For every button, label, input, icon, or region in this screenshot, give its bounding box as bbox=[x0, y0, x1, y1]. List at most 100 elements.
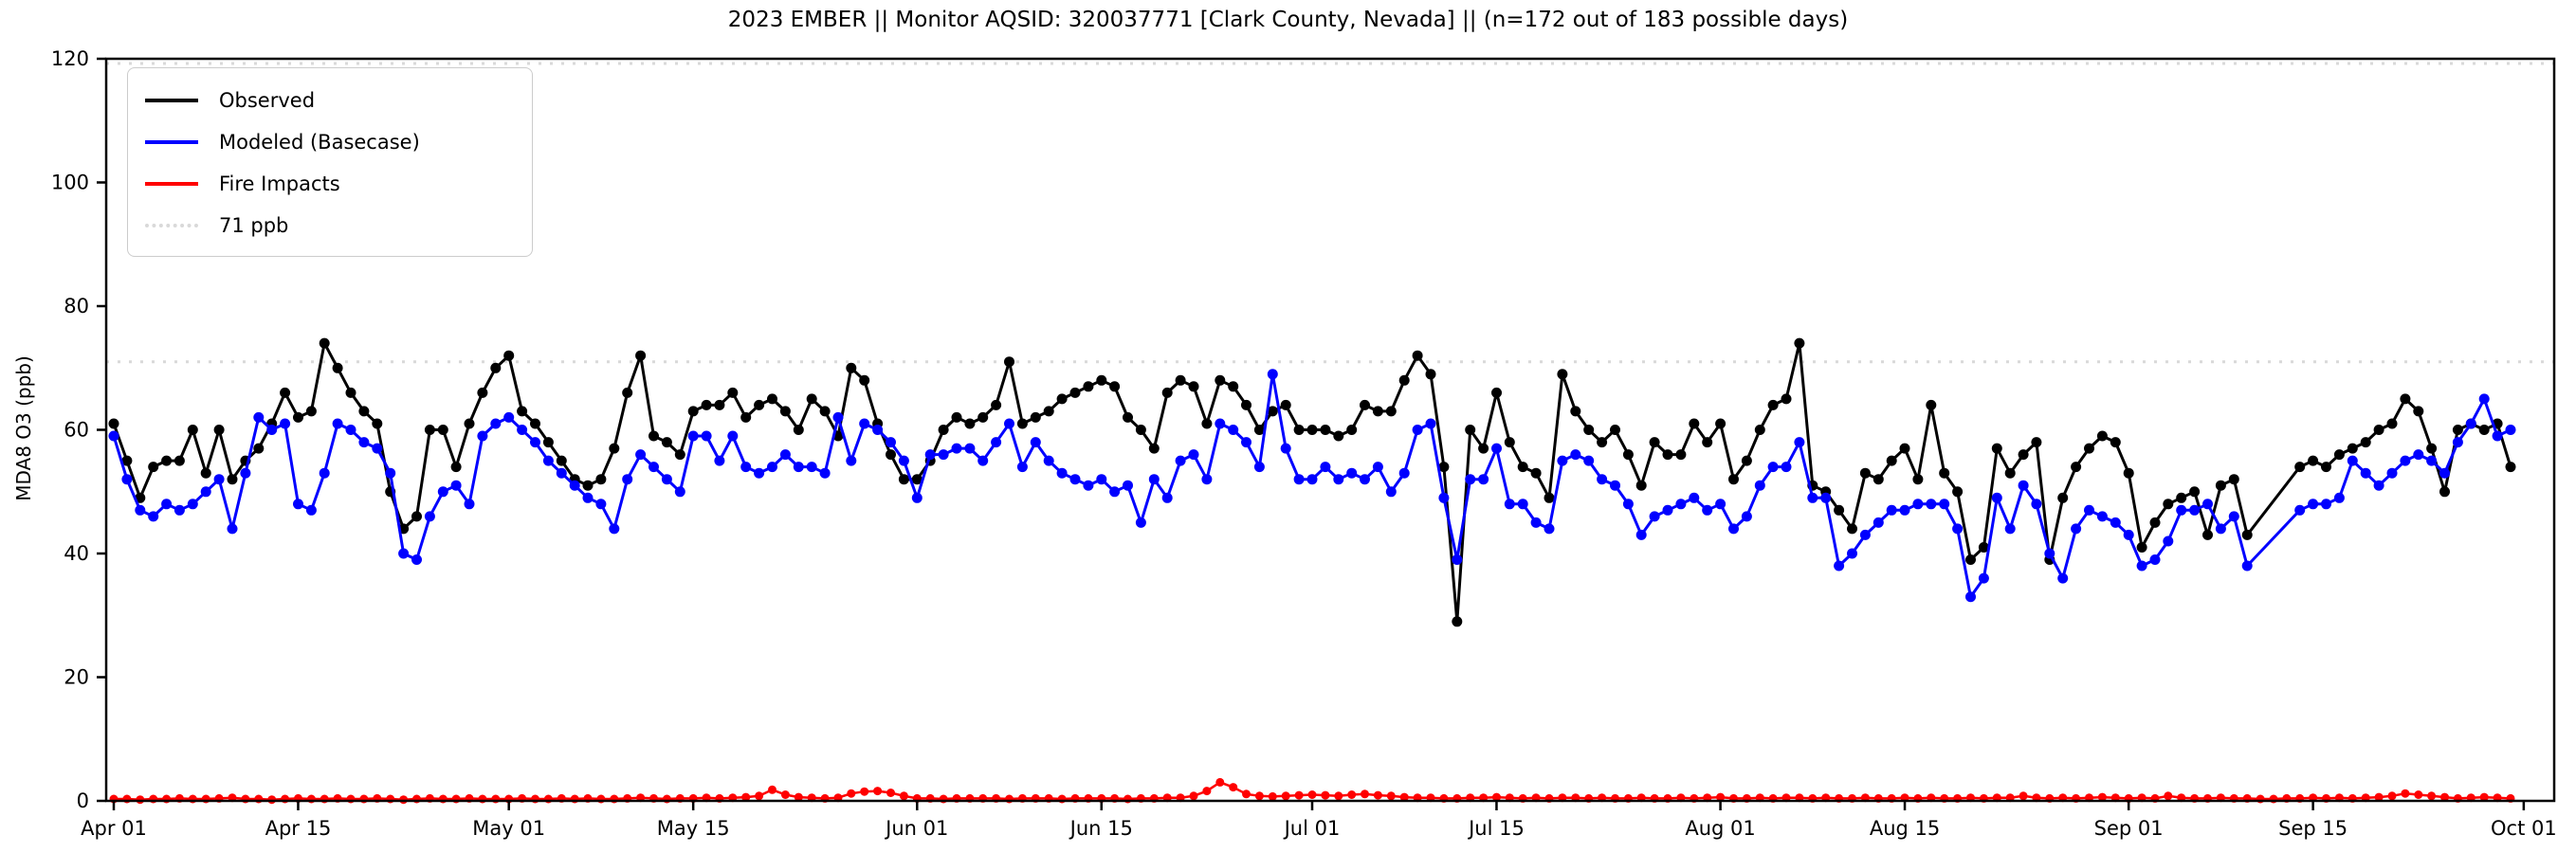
modeled-point bbox=[1043, 455, 1054, 466]
modeled-point bbox=[609, 523, 620, 535]
modeled-point bbox=[1965, 591, 1976, 603]
modeled-point bbox=[859, 418, 870, 429]
modeled-point bbox=[714, 455, 725, 466]
observed-point bbox=[148, 462, 159, 473]
modeled-point bbox=[2136, 560, 2147, 572]
observed-point bbox=[1385, 406, 1397, 417]
observed-point bbox=[1675, 449, 1687, 461]
modeled-point bbox=[2308, 499, 2319, 510]
modeled-point bbox=[1215, 418, 1226, 429]
fire-line-swatch-icon bbox=[145, 182, 198, 186]
fire-point bbox=[2019, 791, 2028, 801]
modeled-point bbox=[1398, 467, 1410, 479]
observed-point bbox=[358, 406, 370, 417]
observed-point bbox=[661, 437, 672, 448]
observed-point bbox=[898, 474, 909, 485]
modeled-point bbox=[767, 462, 777, 473]
modeled-point bbox=[2321, 499, 2331, 510]
observed-point bbox=[108, 418, 119, 429]
observed-point bbox=[1597, 437, 1608, 448]
x-tick-label: Jul 15 bbox=[1467, 817, 1525, 840]
y-tick-label: 0 bbox=[77, 789, 89, 812]
observed-point bbox=[1635, 480, 1647, 491]
modeled-point bbox=[266, 425, 278, 435]
fire-point bbox=[886, 789, 895, 797]
modeled-point bbox=[1781, 462, 1792, 473]
modeled-point bbox=[319, 467, 330, 479]
observed-point bbox=[1215, 374, 1226, 386]
modeled-point bbox=[595, 499, 607, 510]
observed-point bbox=[2308, 455, 2319, 466]
observed-point bbox=[2176, 492, 2187, 503]
modeled-point bbox=[253, 411, 265, 423]
modeled-point bbox=[806, 462, 817, 473]
modeled-point bbox=[1939, 499, 1950, 510]
observed-point bbox=[1465, 425, 1476, 435]
observed-point bbox=[1991, 443, 2002, 454]
observed-point bbox=[2057, 492, 2069, 503]
modeled-point bbox=[2110, 517, 2121, 528]
modeled-point bbox=[2215, 523, 2226, 535]
modeled-point bbox=[2294, 504, 2306, 516]
observed-point bbox=[1016, 418, 1028, 429]
modeled-point bbox=[1385, 486, 1397, 498]
modeled-point bbox=[517, 425, 528, 435]
observed-point bbox=[1504, 437, 1515, 448]
modeled-point bbox=[1280, 443, 1291, 454]
modeled-point bbox=[2004, 523, 2016, 535]
observed-point bbox=[2004, 467, 2016, 479]
modeled-point bbox=[2202, 499, 2213, 510]
modeled-point bbox=[1293, 474, 1305, 485]
observed-point bbox=[319, 337, 330, 349]
observed-point bbox=[1570, 406, 1581, 417]
observed-point bbox=[1056, 393, 1068, 405]
modeled-point bbox=[622, 474, 633, 485]
observed-point bbox=[1662, 449, 1673, 461]
modeled-point bbox=[1346, 467, 1358, 479]
modeled-point bbox=[437, 486, 448, 498]
observed-point bbox=[779, 406, 791, 417]
modeled-point bbox=[1333, 474, 1344, 485]
observed-point bbox=[1939, 467, 1950, 479]
legend-item-threshold: 71 ppb bbox=[128, 205, 532, 246]
modeled-point bbox=[635, 449, 647, 461]
modeled-point bbox=[991, 437, 1002, 448]
modeled-point bbox=[1767, 462, 1779, 473]
observed-point bbox=[1030, 411, 1041, 423]
modeled-point bbox=[649, 462, 659, 473]
modeled-point bbox=[1267, 369, 1278, 380]
modeled-point bbox=[938, 449, 949, 461]
fire-point bbox=[1281, 791, 1290, 801]
modeled-point bbox=[2228, 511, 2239, 522]
modeled-point bbox=[227, 523, 238, 535]
modeled-point bbox=[135, 504, 146, 516]
observed-point bbox=[1926, 399, 1937, 410]
legend-label-fire: Fire Impacts bbox=[219, 172, 340, 195]
modeled-point bbox=[530, 437, 540, 448]
modeled-point bbox=[450, 480, 462, 491]
modeled-point bbox=[1978, 572, 1989, 584]
observed-point bbox=[1412, 350, 1423, 361]
observed-point bbox=[754, 399, 765, 410]
modeled-point bbox=[2031, 499, 2042, 510]
modeled-point bbox=[740, 462, 752, 473]
observed-point bbox=[1161, 387, 1173, 398]
legend: Observed Modeled (Basecase) Fire Impacts… bbox=[127, 67, 533, 257]
observed-point bbox=[2110, 437, 2121, 448]
modeled-point bbox=[1702, 504, 1713, 516]
modeled-point bbox=[1465, 474, 1476, 485]
modeled-point bbox=[1360, 474, 1370, 485]
observed-point bbox=[477, 387, 488, 398]
modeled-point bbox=[332, 418, 343, 429]
modeled-point bbox=[200, 486, 211, 498]
observed-point bbox=[1333, 430, 1344, 442]
observed-point bbox=[806, 393, 817, 405]
fire-point bbox=[2401, 789, 2410, 798]
observed-point bbox=[1491, 387, 1502, 398]
fire-point bbox=[1254, 791, 1264, 801]
observed-point bbox=[1253, 425, 1265, 435]
observed-point bbox=[2360, 437, 2371, 448]
modeled-point bbox=[1662, 504, 1673, 516]
fire-point bbox=[1307, 790, 1317, 799]
